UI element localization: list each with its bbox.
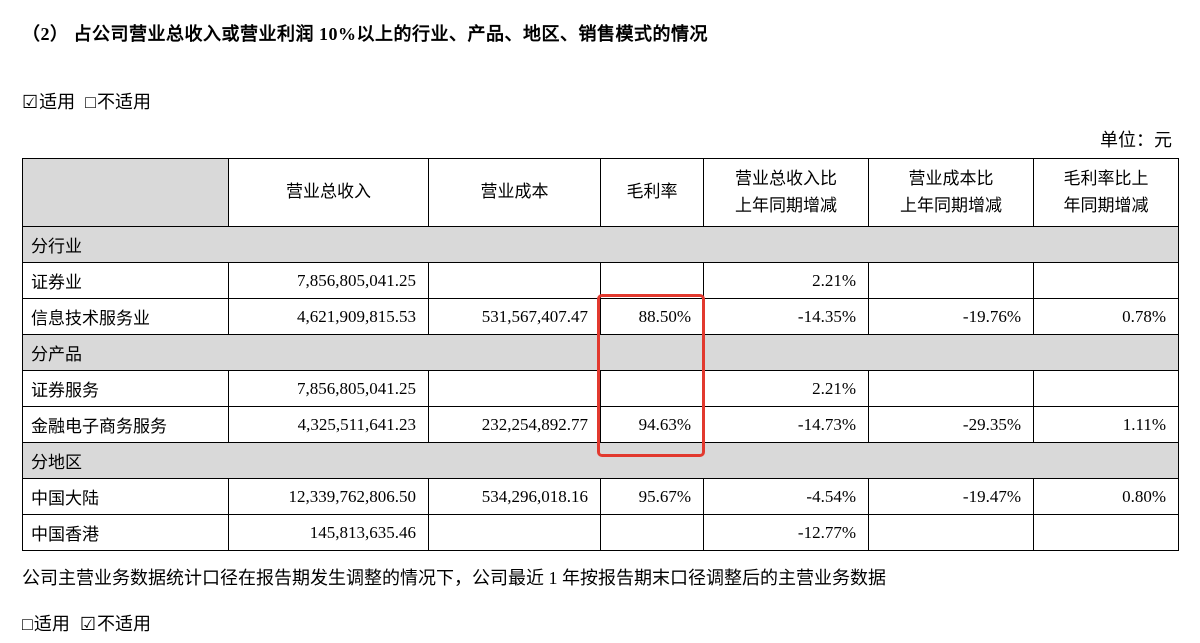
table-data-row: 中国大陆 12,339,762,806.50 534,296,018.16 95.67… bbox=[22, 478, 1179, 515]
table-section-label: 分地区 bbox=[22, 442, 1179, 479]
table-data-row: 证券业 7,856,805,041.25 2.21% bbox=[22, 262, 1179, 299]
cell-value: 94.63% bbox=[600, 406, 704, 443]
cell-value: -19.76% bbox=[868, 298, 1034, 335]
cell-value: -12.77% bbox=[703, 514, 869, 551]
cell-value: 7,856,805,041.25 bbox=[228, 370, 429, 407]
row-label: 信息技术服务业 bbox=[22, 298, 229, 335]
cell-value bbox=[428, 514, 601, 551]
unit-label: 单位：元 bbox=[1100, 130, 1172, 150]
table-header-corner bbox=[22, 158, 229, 227]
cell-value bbox=[1033, 514, 1179, 551]
cell-value: 12,339,762,806.50 bbox=[228, 478, 429, 515]
checkbox-not-applicable-bottom: ☑不适用 bbox=[80, 614, 151, 634]
cell-value bbox=[428, 370, 601, 407]
row-label: 证券服务 bbox=[22, 370, 229, 407]
table-section-row: 分产品 bbox=[22, 334, 1179, 371]
cell-value bbox=[868, 262, 1034, 299]
cell-value: 4,325,511,641.23 bbox=[228, 406, 429, 443]
table-body: 分行业 证券业 7,856,805,041.25 2.21% 信息技术服务业 4,621,… bbox=[22, 226, 1179, 551]
table-data-row: 金融电子商务服务 4,325,511,641.23 232,254,892.77 94… bbox=[22, 406, 1179, 443]
cell-value bbox=[428, 262, 601, 299]
checkbox-checked-icon: ☑ bbox=[79, 614, 97, 634]
checkbox-label: 适用 bbox=[39, 92, 76, 112]
cell-value: 0.80% bbox=[1033, 478, 1179, 515]
row-label: 中国香港 bbox=[22, 514, 229, 551]
main-table: 营业总收入 营业成本 毛利率 营业总收入比 上年同期增减 营业成本比 上年同期增减 毛利率… bbox=[22, 158, 1179, 551]
cell-value bbox=[1033, 262, 1179, 299]
table-section-label: 分产品 bbox=[22, 334, 1179, 371]
table-header-row: 营业总收入 营业成本 毛利率 营业总收入比 上年同期增减 营业成本比 上年同期增减 毛利率… bbox=[22, 158, 1179, 227]
table-header-cell: 毛利率 bbox=[600, 158, 704, 227]
table-header-cell: 营业总收入 bbox=[228, 158, 429, 227]
cell-value: 88.50% bbox=[600, 298, 704, 335]
row-label: 中国大陆 bbox=[22, 478, 229, 515]
cell-value bbox=[868, 514, 1034, 551]
footer-note: 公司主营业务数据统计口径在报告期发生调整的情况下，公司最近 1 年按报告期末口径… bbox=[22, 568, 886, 588]
cell-value: -14.73% bbox=[703, 406, 869, 443]
cell-value bbox=[1033, 370, 1179, 407]
checkbox-unchecked-icon: □ bbox=[22, 614, 33, 634]
checkbox-label: 适用 bbox=[33, 614, 70, 634]
cell-value: 1.11% bbox=[1033, 406, 1179, 443]
cell-value bbox=[600, 262, 704, 299]
table-section-row: 分地区 bbox=[22, 442, 1179, 479]
cell-value bbox=[868, 370, 1034, 407]
table-header-cell: 营业成本比 上年同期增减 bbox=[868, 158, 1034, 227]
cell-value: 0.78% bbox=[1033, 298, 1179, 335]
table-section-row: 分行业 bbox=[22, 226, 1179, 263]
table-header-cell: 毛利率比上 年同期增减 bbox=[1033, 158, 1179, 227]
cell-value: 7,856,805,041.25 bbox=[228, 262, 429, 299]
checkbox-checked-icon: ☑ bbox=[22, 92, 39, 112]
row-label: 金融电子商务服务 bbox=[22, 406, 229, 443]
applicability-line-bottom: □适用 ☑不适用 bbox=[22, 610, 161, 636]
table-header-cell: 营业总收入比 上年同期增减 bbox=[703, 158, 869, 227]
applicability-line-top: ☑适用 □不适用 bbox=[22, 88, 161, 114]
checkbox-label: 不适用 bbox=[97, 614, 152, 634]
checkbox-applicable-top: ☑适用 bbox=[22, 92, 75, 112]
cell-value: -14.35% bbox=[703, 298, 869, 335]
cell-value: 95.67% bbox=[600, 478, 704, 515]
cell-value: -19.47% bbox=[868, 478, 1034, 515]
table-data-row: 证券服务 7,856,805,041.25 2.21% bbox=[22, 370, 1179, 407]
row-label: 证券业 bbox=[22, 262, 229, 299]
table-header-cell: 营业成本 bbox=[428, 158, 601, 227]
table-section-label: 分行业 bbox=[22, 226, 1179, 263]
cell-value: 232,254,892.77 bbox=[428, 406, 601, 443]
cell-value: 145,813,635.46 bbox=[228, 514, 429, 551]
cell-value bbox=[600, 514, 704, 551]
section-title: （2） 占公司营业总收入或营业利润 10%以上的行业、产品、地区、销售模式的情况 bbox=[22, 24, 708, 44]
checkbox-unchecked-icon: □ bbox=[85, 92, 97, 112]
cell-value: -29.35% bbox=[868, 406, 1034, 443]
cell-value: -4.54% bbox=[703, 478, 869, 515]
cell-value: 531,567,407.47 bbox=[428, 298, 601, 335]
cell-value: 2.21% bbox=[703, 370, 869, 407]
table-data-row: 中国香港 145,813,635.46 -12.77% bbox=[22, 514, 1179, 551]
cell-value bbox=[600, 370, 704, 407]
checkbox-label: 不适用 bbox=[97, 92, 152, 112]
table-data-row: 信息技术服务业 4,621,909,815.53 531,567,407.47 88.… bbox=[22, 298, 1179, 335]
checkbox-applicable-bottom: □适用 bbox=[22, 614, 70, 634]
cell-value: 2.21% bbox=[703, 262, 869, 299]
checkbox-not-applicable-top: □不适用 bbox=[85, 92, 151, 112]
cell-value: 4,621,909,815.53 bbox=[228, 298, 429, 335]
cell-value: 534,296,018.16 bbox=[428, 478, 601, 515]
